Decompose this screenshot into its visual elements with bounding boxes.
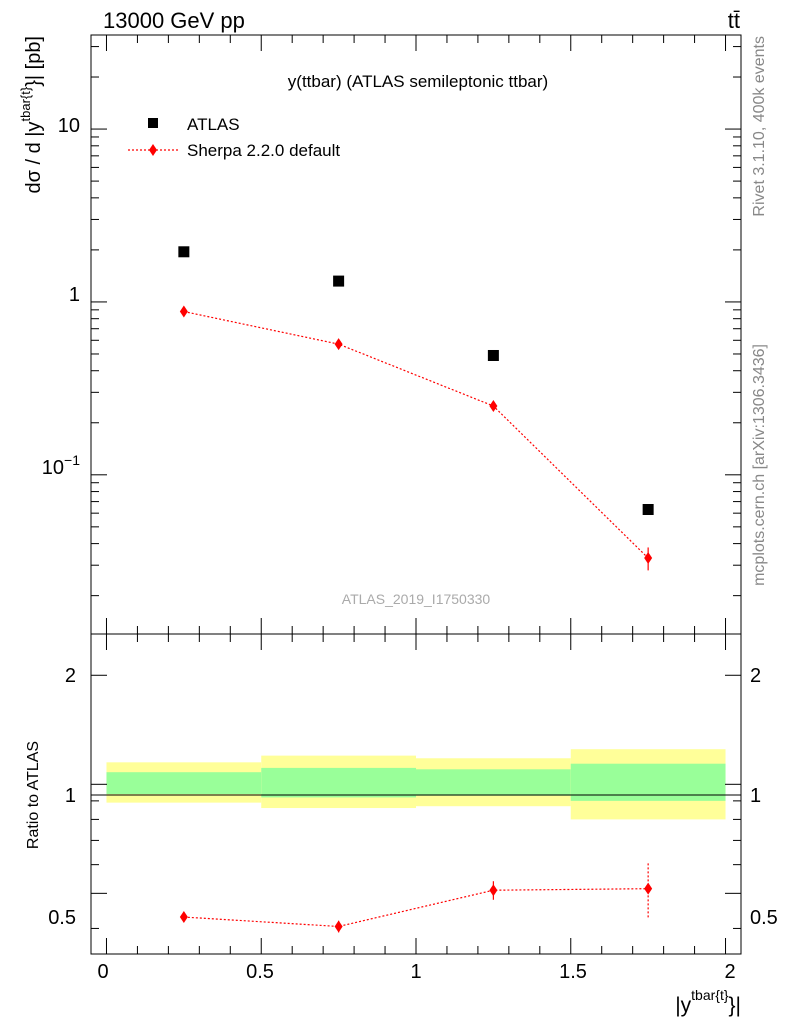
ratio-ytick-labels-right: 0.5 1 2 (750, 665, 778, 929)
main-panel: y(ttbar) (ATLAS semileptonic ttbar) ATLA… (18, 34, 742, 635)
xtick-1: 1 (410, 961, 421, 983)
legend: ATLAS Sherpa 2.2.0 default (128, 115, 340, 160)
atlas-data-point (178, 246, 190, 258)
ratio-inner-band (106, 772, 262, 795)
atlas-data-point (642, 504, 654, 516)
xtick-0p5: 0.5 (246, 961, 274, 983)
ratio-y-axis-label: Ratio to ATLAS (25, 741, 42, 849)
xtick-0: 0 (97, 961, 108, 983)
ratio-uncertainty-bands (106, 749, 726, 820)
legend-sherpa-label: Sherpa 2.2.0 default (187, 141, 340, 160)
xtick-2: 2 (724, 961, 735, 983)
ytick-label-0p1: 10−1 (42, 452, 80, 479)
header-energy-label: 13000 GeV pp (103, 8, 245, 33)
ratio-plot-frame (90, 633, 742, 955)
ratio-ytick-0p5: 0.5 (48, 907, 76, 929)
x-tick-labels: 0 0.5 1 1.5 2 (97, 961, 735, 983)
atlas-data-point (333, 275, 345, 287)
ytick-label-10: 10 (58, 115, 80, 137)
legend-atlas-label: ATLAS (187, 115, 240, 134)
main-axis-ticks (91, 35, 741, 634)
ratio-series-line (183, 888, 649, 928)
sherpa-data-point (489, 400, 498, 413)
sherpa-data-point (179, 305, 188, 318)
ratio-ytick-2-right: 2 (750, 665, 761, 687)
ratio-data-marks (179, 863, 653, 933)
ratio-ytick-labels-left: 0.5 1 2 (48, 665, 76, 929)
ratio-inner-band (261, 767, 416, 798)
ratio-data-point (179, 911, 188, 924)
atlas-data-point (487, 349, 499, 361)
sherpa-series-line (183, 310, 649, 559)
main-ytick-labels: 10−1 1 10 (42, 115, 80, 479)
ratio-axis-ticks (91, 634, 741, 954)
main-plot-title: y(ttbar) (ATLAS semileptonic ttbar) (288, 72, 548, 91)
ratio-data-point (489, 884, 498, 897)
xtick-1p5: 1.5 (559, 961, 587, 983)
ratio-inner-band (416, 769, 571, 796)
sherpa-data-point (334, 338, 343, 351)
ytick-label-1: 1 (69, 284, 80, 306)
ratio-ytick-1: 1 (65, 785, 76, 807)
ratio-ytick-1-right: 1 (750, 785, 761, 807)
x-axis-label: |ytbar{t}}| (675, 987, 741, 1017)
ratio-data-point (644, 882, 653, 895)
mcplots-label: mcplots.cern.ch [arXiv:1306.3436] (751, 344, 768, 586)
ratio-panel: 0.5 1 2 0.5 1 2 Ratio to ATLAS (25, 633, 778, 955)
legend-sherpa-marker (149, 144, 157, 156)
rivet-version-label: Rivet 3.1.10, 400k events (751, 36, 768, 217)
main-data-marks (178, 246, 654, 571)
ratio-ytick-0p5-right: 0.5 (750, 907, 778, 929)
analysis-watermark: ATLAS_2019_I1750330 (342, 591, 491, 607)
header-process-label: tt̄ (728, 8, 740, 33)
ratio-data-point (334, 920, 343, 933)
sherpa-data-point (644, 552, 653, 565)
main-y-axis-label: dσ / d |ytbar{t}}| [pb] (18, 36, 45, 194)
ratio-ytick-2: 2 (65, 665, 76, 687)
legend-atlas-marker (148, 118, 158, 128)
